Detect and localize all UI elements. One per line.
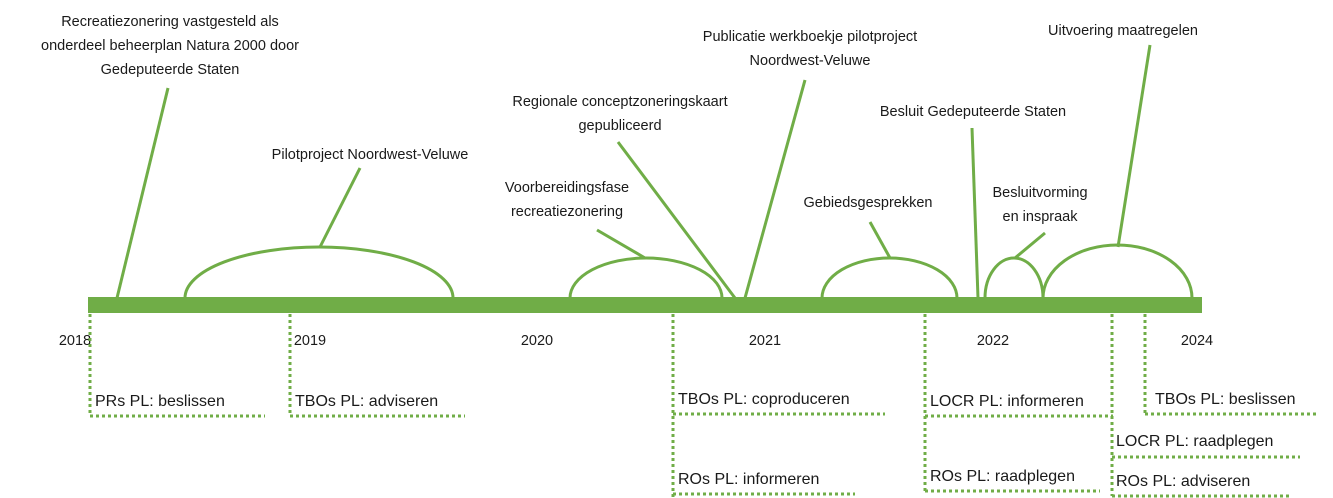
connector [1014, 231, 1046, 260]
event-label: Voorbereidingsfase [505, 180, 629, 196]
connector [318, 167, 362, 248]
event-label: onderdeel beheerplan Natura 2000 door [41, 38, 299, 54]
connector [1116, 44, 1152, 248]
participation-label: TBOs PL: adviseren [295, 393, 438, 410]
event-label: Pilotproject Noordwest-Veluwe [272, 147, 469, 163]
participation-label: ROs PL: adviseren [1116, 473, 1250, 490]
participation-label: LOCR PL: raadplegen [1116, 433, 1273, 450]
phase-arc [983, 256, 1045, 299]
participation-label: TBOs PL: beslissen [1155, 391, 1296, 408]
timeline-bar [88, 297, 1202, 313]
participation-label: TBOs PL: coproduceren [678, 391, 850, 408]
event-label: Gebiedsgesprekken [804, 195, 933, 211]
event-label: Gedeputeerde Staten [101, 62, 240, 78]
event-label: en inspraak [1003, 209, 1079, 225]
event-label: Regionale conceptzoneringskaart [512, 94, 727, 110]
phase-arc [183, 245, 455, 299]
connector [970, 127, 980, 299]
year-label: 2022 [977, 333, 1009, 349]
event-label: Noordwest-Veluwe [750, 53, 871, 69]
phase-arc [1041, 243, 1194, 299]
year-label: 2018 [59, 333, 91, 349]
year-label: 2024 [1181, 333, 1213, 349]
event-label: Besluit Gedeputeerde Staten [880, 104, 1066, 120]
phase-arc [820, 256, 959, 299]
participation-label: ROs PL: informeren [678, 471, 819, 488]
event-label: Recreatiezonering vastgesteld als [61, 14, 279, 30]
year-label: 2020 [521, 333, 553, 349]
event-label: recreatiezonering [511, 204, 623, 220]
connector [616, 141, 737, 299]
connector [115, 87, 170, 299]
year-label: 2019 [294, 333, 326, 349]
event-label: Besluitvorming [992, 185, 1087, 201]
event-label: Publicatie werkboekje pilotproject [703, 29, 917, 45]
event-label: gepubliceerd [578, 118, 661, 134]
connector [868, 221, 892, 259]
connector [743, 79, 807, 299]
participation-label: LOCR PL: informeren [930, 393, 1084, 410]
connector [596, 228, 646, 260]
participation-label: PRs PL: beslissen [95, 393, 225, 410]
year-label: 2021 [749, 333, 781, 349]
phase-arc [568, 256, 724, 299]
participation-label: ROs PL: raadplegen [930, 468, 1075, 485]
event-label: Uitvoering maatregelen [1048, 23, 1198, 39]
